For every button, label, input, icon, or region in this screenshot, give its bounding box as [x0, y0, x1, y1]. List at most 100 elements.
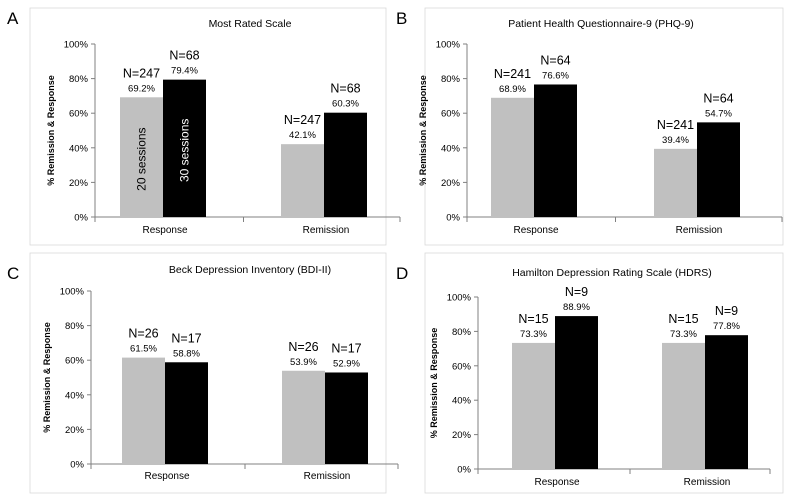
bar-20-sessions-response: [120, 97, 163, 217]
bar-30-sessions-remission: [325, 372, 368, 464]
category-label: Remission: [304, 471, 351, 482]
y-tick-label: 0%: [457, 465, 471, 476]
chart-title: Beck Depression Inventory (BDI-II): [169, 264, 331, 276]
y-tick-label: 80%: [69, 74, 89, 85]
percent-label: 73.3%: [520, 329, 547, 340]
panel-letter: A: [7, 9, 19, 28]
n-label: N=17: [171, 331, 201, 345]
bar-30-sessions-remission: [324, 112, 367, 217]
category-label: Response: [142, 225, 187, 236]
panel-letter: D: [396, 264, 408, 283]
percent-label: 77.8%: [713, 321, 740, 332]
category-label: Response: [534, 477, 579, 488]
y-axis-label: % Remission & Response: [418, 75, 428, 186]
percent-label: 68.9%: [499, 84, 526, 95]
y-tick-label: 0%: [70, 460, 84, 471]
y-tick-label: 60%: [452, 361, 472, 372]
panel-b: B Patient Health Questionnaire-9 (PHQ-9) 0…: [396, 7, 784, 246]
percent-label: 73.3%: [670, 329, 697, 340]
bar-30-sessions-response: [163, 79, 206, 217]
y-axis-label: % Remission & Response: [42, 322, 52, 433]
n-label: N=247: [284, 113, 321, 127]
panel-c: C Beck Depression Inventory (BDI-II) 0% 20%…: [7, 252, 399, 494]
percent-label: 60.3%: [332, 99, 359, 110]
y-tick-label: 80%: [452, 327, 472, 338]
chart-title: Patient Health Questionnaire-9 (PHQ-9): [508, 18, 694, 30]
n-label: N=68: [330, 82, 360, 96]
panel-border: [29, 7, 387, 246]
percent-label: 58.8%: [173, 348, 200, 359]
bar-30-sessions-response: [534, 84, 577, 218]
y-tick-label: 100%: [64, 40, 89, 51]
n-label: N=26: [128, 327, 158, 341]
y-tick-label: 60%: [65, 356, 85, 367]
bar-20-sessions-response: [491, 97, 534, 217]
y-tick-label: 60%: [69, 109, 89, 120]
n-label: N=64: [540, 53, 570, 67]
bar-30-sessions-remission: [697, 122, 740, 217]
panel-d: D Hamilton Depression Rating Scale (HDRS)…: [396, 252, 784, 494]
percent-label: 76.6%: [542, 70, 569, 81]
percent-label: 61.5%: [130, 344, 157, 355]
y-tick-label: 20%: [441, 178, 461, 189]
bar-20-sessions-remission: [282, 370, 325, 464]
bar-20-sessions-response: [512, 342, 555, 469]
panel-border: [424, 252, 784, 494]
bar-20-sessions-remission: [654, 148, 697, 217]
percent-label: 52.9%: [333, 358, 360, 369]
n-label: N=64: [703, 91, 733, 105]
category-label: Response: [513, 225, 558, 236]
bar-30-sessions-response: [165, 362, 208, 464]
y-tick-label: 20%: [69, 178, 89, 189]
y-tick-label: 80%: [65, 321, 85, 332]
percent-label: 79.4%: [171, 66, 198, 77]
n-label: N=68: [169, 49, 199, 63]
y-tick-label: 40%: [65, 390, 85, 401]
y-tick-label: 20%: [65, 425, 85, 436]
n-label: N=9: [565, 285, 588, 299]
chart-title: Hamilton Depression Rating Scale (HDRS): [512, 267, 712, 279]
n-label: N=26: [288, 340, 318, 354]
n-label: N=15: [668, 312, 698, 326]
bar-20-sessions-remission: [281, 144, 324, 217]
panel-letter: C: [7, 264, 19, 283]
n-label: N=17: [331, 341, 361, 355]
y-tick-label: 20%: [452, 430, 472, 441]
series-name-in-bar: 30 sessions: [178, 119, 192, 182]
series-name-in-bar: 20 sessions: [135, 127, 149, 190]
n-label: N=15: [518, 312, 548, 326]
category-label: Remission: [676, 225, 723, 236]
n-label: N=241: [494, 67, 531, 81]
percent-label: 39.4%: [662, 135, 689, 146]
y-tick-label: 100%: [436, 40, 461, 51]
y-tick-label: 0%: [74, 213, 88, 224]
percent-label: 53.9%: [290, 357, 317, 368]
panel-border: [29, 252, 387, 494]
percent-label: 69.2%: [128, 83, 155, 94]
chart-title: Most Rated Scale: [209, 18, 292, 30]
panel-border: [424, 7, 784, 246]
category-label: Remission: [684, 477, 731, 488]
y-tick-label: 60%: [441, 109, 461, 120]
y-tick-label: 40%: [452, 396, 472, 407]
percent-label: 42.1%: [289, 130, 316, 141]
percent-label: 54.7%: [705, 108, 732, 119]
y-tick-label: 100%: [60, 287, 85, 298]
category-label: Response: [144, 471, 189, 482]
bar-30-sessions-response: [555, 316, 598, 469]
percent-label: 88.9%: [563, 302, 590, 313]
y-tick-label: 80%: [441, 74, 461, 85]
y-axis-label: % Remission & Response: [46, 75, 56, 186]
n-label: N=9: [715, 304, 738, 318]
y-axis-label: % Remission & Response: [429, 328, 439, 439]
panel-letter: B: [396, 9, 407, 28]
n-label: N=241: [657, 118, 694, 132]
n-label: N=247: [123, 66, 160, 80]
panel-a: A Most Rated Scale 0% 20% 40% 60% 80% 100% % Rem…: [7, 7, 401, 246]
y-tick-label: 0%: [446, 213, 460, 224]
bar-20-sessions-response: [122, 357, 165, 464]
y-tick-label: 40%: [69, 143, 89, 154]
y-tick-label: 100%: [447, 293, 472, 304]
bar-20-sessions-remission: [662, 342, 705, 469]
